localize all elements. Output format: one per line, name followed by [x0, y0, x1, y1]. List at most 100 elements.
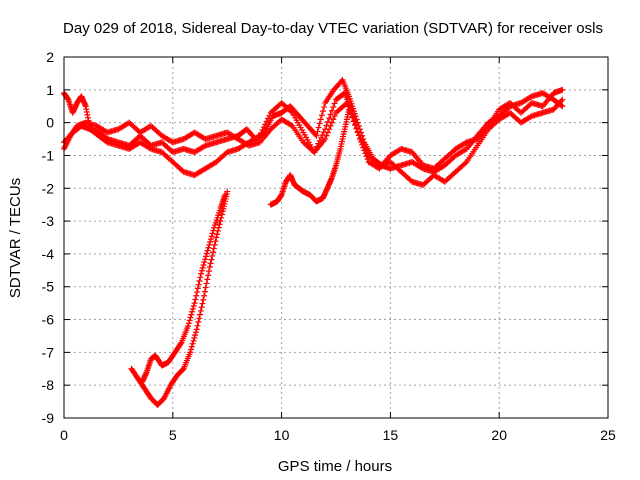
y-tick-label: -4: [42, 246, 55, 262]
data-point-trace-e: [216, 221, 223, 228]
data-point-trace-f: [191, 300, 198, 307]
data-point-trace-a: [318, 112, 325, 119]
data-point-trace-e: [196, 315, 203, 322]
data-markers: [61, 76, 566, 408]
data-point-trace-b: [323, 132, 330, 139]
data-point-trace-e: [188, 343, 195, 350]
data-point-trace-a: [321, 104, 328, 111]
data-point-trace-c: [323, 122, 330, 129]
data-point-trace-b: [255, 133, 262, 140]
x-tick-label: 0: [60, 427, 68, 443]
data-point-trace-b: [328, 119, 335, 126]
data-point-trace-c: [364, 156, 371, 163]
data-point-trace-e: [194, 322, 201, 329]
data-point-trace-a: [319, 108, 326, 115]
data-point-trace-c: [352, 121, 359, 128]
data-point-trace-f: [209, 230, 216, 237]
data-point-trace-b: [260, 124, 267, 131]
x-axis-label: GPS time / hours: [278, 458, 392, 475]
data-point-trace-f: [185, 323, 192, 330]
data-point-trace-c: [355, 132, 362, 139]
data-point-trace-c: [313, 143, 320, 150]
x-tick-label: 5: [169, 427, 177, 443]
data-point-trace-a: [314, 128, 321, 135]
data-point-trace-f: [190, 303, 197, 310]
data-point-trace-e: [217, 218, 224, 225]
data-point-trace-e: [199, 300, 206, 307]
data-point-trace-c: [316, 137, 323, 144]
data-point-trace-a: [316, 120, 323, 127]
data-point-trace-e: [210, 249, 217, 256]
data-point-trace-f: [205, 244, 212, 251]
data-point-trace-c: [322, 126, 329, 133]
data-point-trace-e: [212, 238, 219, 245]
data-point-trace-b: [331, 113, 338, 120]
data-point-trace-f: [201, 259, 208, 266]
data-point-trace-f: [187, 314, 194, 321]
data-point-trace-a: [315, 124, 322, 131]
data-point-trace-e: [197, 307, 204, 314]
data-point-trace-c: [327, 111, 334, 118]
data-point-trace-e: [195, 319, 202, 326]
data-point-trace-c: [462, 140, 469, 147]
data-point-trace-e: [206, 264, 213, 271]
x-tick-label: 15: [383, 427, 399, 443]
x-tick-label: 10: [274, 427, 290, 443]
data-point-trace-f: [194, 289, 201, 296]
data-point-trace-c: [319, 131, 326, 138]
data-point-trace-e: [190, 337, 197, 344]
data-point-trace-b: [330, 116, 337, 123]
data-point-trace-a: [559, 103, 566, 110]
data-point-trace-f: [207, 236, 214, 243]
data-point-trace-a: [317, 116, 324, 123]
data-point-trace-c: [361, 147, 368, 154]
data-point-trace-e: [203, 280, 210, 287]
y-tick-label: -8: [42, 377, 55, 393]
data-point-trace-c: [358, 138, 365, 145]
data-point-trace-e: [210, 245, 217, 252]
plot-frame: [63, 56, 609, 419]
data-point-trace-f: [195, 281, 202, 288]
data-point-trace-e: [188, 346, 195, 353]
data-point-trace-b: [558, 97, 565, 104]
data-point-trace-b: [265, 115, 271, 122]
data-point-trace-e: [189, 340, 196, 347]
data-point-trace-c: [350, 113, 357, 120]
data-point-trace-b: [259, 127, 266, 134]
data-point-trace-f: [204, 247, 211, 254]
data-point-trace-b: [559, 96, 566, 103]
data-point-trace-e: [187, 349, 194, 356]
data-point-trace-c: [331, 100, 338, 107]
data-point-trace-f: [185, 320, 192, 327]
data-point-trace-c: [324, 118, 331, 125]
data-point-trace-c: [330, 104, 337, 111]
y-axis-ticks: 2 1 0 -1 -2 -3 -4 -5 -6 -7 -8 -9: [42, 49, 608, 426]
data-point-trace-b: [263, 118, 270, 125]
data-point-trace-b: [462, 160, 469, 167]
data-point-trace-f: [222, 191, 229, 198]
data-point-trace-e: [211, 241, 218, 248]
data-point-trace-b: [256, 132, 263, 139]
data-point-trace-c: [315, 140, 322, 147]
data-point-trace-c: [312, 146, 319, 153]
y-tick-label: -7: [42, 344, 55, 360]
chart-title: Day 029 of 2018, Sidereal Day-to-day VTE…: [63, 20, 603, 37]
y-tick-label: -3: [42, 213, 55, 229]
y-tick-label: -2: [42, 180, 55, 196]
data-point-trace-e: [209, 252, 216, 259]
y-tick-label: -1: [42, 147, 55, 163]
data-point-trace-e: [201, 288, 208, 295]
data-point-trace-e: [198, 304, 205, 311]
data-point-trace-f: [202, 253, 209, 260]
data-point-trace-a: [313, 132, 320, 139]
data-point-trace-e: [197, 311, 203, 318]
data-point-trace-c: [318, 134, 325, 141]
data-point-trace-f: [199, 264, 206, 271]
data-point-trace-e: [205, 268, 212, 275]
data-point-trace-e: [191, 335, 198, 342]
data-point-trace-f: [194, 285, 201, 292]
data-point-trace-c: [354, 128, 361, 135]
data-point-trace-f: [189, 308, 196, 315]
data-point-trace-f: [198, 270, 205, 277]
